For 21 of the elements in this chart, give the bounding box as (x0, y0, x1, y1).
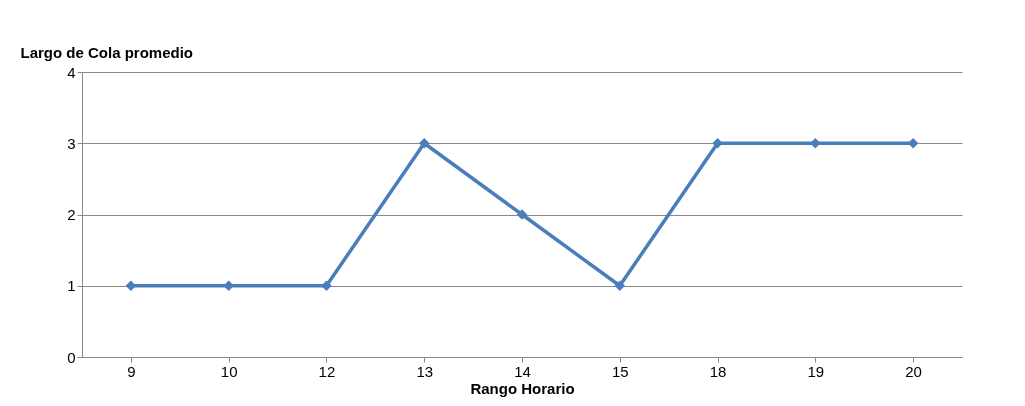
y-tick-label: 0 (67, 348, 76, 366)
y-tick-label: 2 (67, 206, 76, 223)
x-tick-label: 13 (416, 362, 434, 380)
x-tick-label: 18 (709, 362, 727, 380)
point (418, 138, 430, 149)
x-tick-label: 19 (807, 362, 825, 380)
y-tick-label: 3 (67, 134, 76, 152)
x-tick-label: 15 (611, 362, 629, 380)
x-tick-label: 9 (127, 362, 136, 380)
y-axis-title: Largo de Cola promedio (20, 43, 194, 61)
point (516, 209, 528, 220)
x-tick-label: 20 (905, 362, 922, 380)
y-tick-label: 1 (67, 277, 76, 295)
x-tick-label: 12 (318, 362, 336, 380)
point (712, 138, 723, 149)
x-tick-label: 10 (220, 362, 238, 380)
x-axis-title: Rango Horario (470, 379, 575, 397)
x-tick-label: 14 (514, 362, 531, 380)
y-tick-label: 4 (67, 63, 76, 81)
point (321, 280, 332, 291)
point (614, 280, 626, 291)
